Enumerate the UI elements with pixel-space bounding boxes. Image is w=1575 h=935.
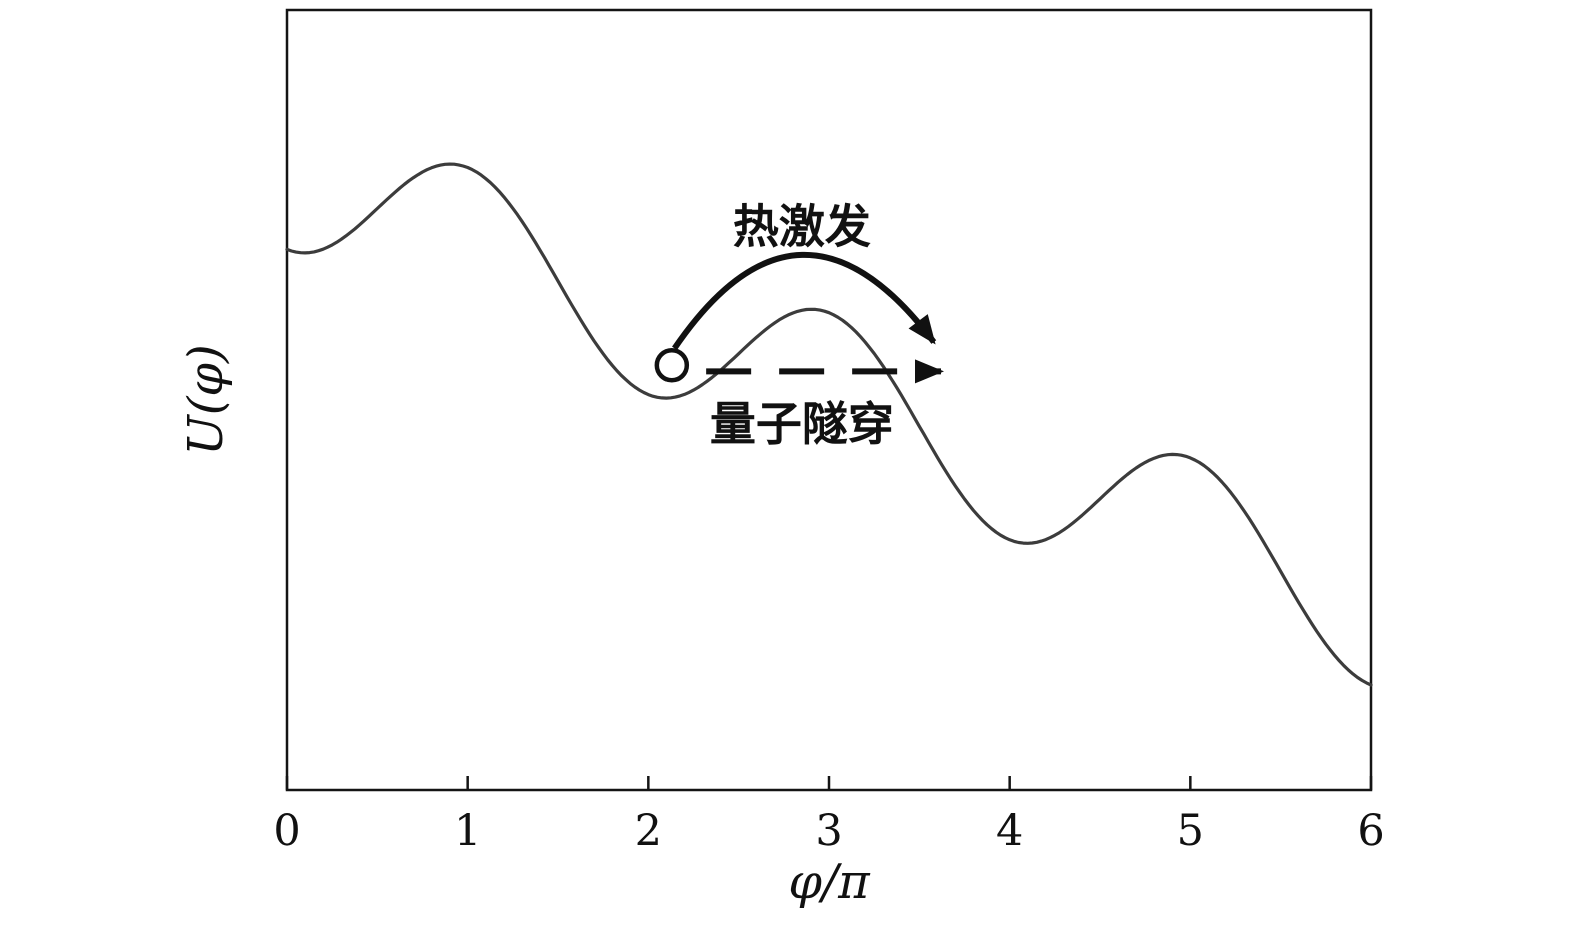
x-tick-label-4: 4 bbox=[996, 806, 1023, 856]
x-tick-label-6: 6 bbox=[1357, 806, 1384, 856]
thermal-activation-label: 热激发 bbox=[733, 200, 871, 252]
x-axis-tick-labels: 0 1 2 3 4 5 6 bbox=[273, 806, 1384, 856]
x-tick-label-2: 2 bbox=[635, 806, 662, 856]
phase-particle-marker bbox=[654, 347, 690, 383]
x-axis-tick-marks bbox=[285, 776, 1373, 790]
quantum-tunneling-label: 量子隧穿 bbox=[710, 398, 894, 450]
x-tick-label-5: 5 bbox=[1177, 806, 1204, 856]
thermal-activation-arrow bbox=[672, 251, 937, 350]
y-axis-label: U(φ) bbox=[178, 344, 234, 456]
x-axis-label: φ/π bbox=[788, 854, 871, 910]
x-tick-label-3: 3 bbox=[815, 806, 842, 856]
x-tick-label-1: 1 bbox=[454, 806, 481, 856]
x-tick-label-0: 0 bbox=[273, 806, 300, 856]
potential-curve bbox=[285, 162, 1373, 687]
